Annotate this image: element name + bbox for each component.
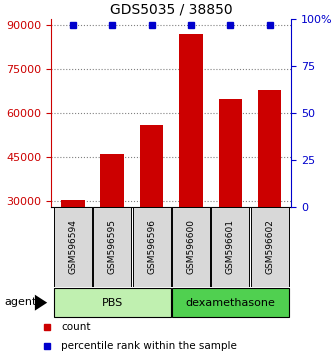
Bar — [61, 200, 85, 289]
Bar — [54, 207, 92, 287]
Bar — [172, 288, 289, 317]
Text: PBS: PBS — [102, 298, 123, 308]
Bar — [133, 207, 170, 287]
Bar — [258, 90, 281, 289]
Title: GDS5035 / 38850: GDS5035 / 38850 — [110, 3, 233, 17]
Bar — [172, 207, 210, 287]
Text: GSM596596: GSM596596 — [147, 219, 156, 274]
Bar — [251, 207, 289, 287]
Text: GSM596595: GSM596595 — [108, 219, 117, 274]
Text: GSM596600: GSM596600 — [186, 219, 196, 274]
Text: percentile rank within the sample: percentile rank within the sample — [62, 341, 237, 351]
Text: agent: agent — [4, 297, 36, 307]
Text: GSM596602: GSM596602 — [265, 219, 274, 274]
Text: count: count — [62, 322, 91, 332]
Bar — [140, 125, 164, 289]
Bar — [101, 154, 124, 289]
Text: GSM596601: GSM596601 — [226, 219, 235, 274]
Bar — [93, 207, 131, 287]
Bar — [179, 34, 203, 289]
Polygon shape — [35, 295, 47, 311]
Bar — [54, 288, 170, 317]
Text: GSM596594: GSM596594 — [69, 219, 77, 274]
Text: dexamethasone: dexamethasone — [185, 298, 275, 308]
Bar — [212, 207, 249, 287]
Bar — [218, 99, 242, 289]
